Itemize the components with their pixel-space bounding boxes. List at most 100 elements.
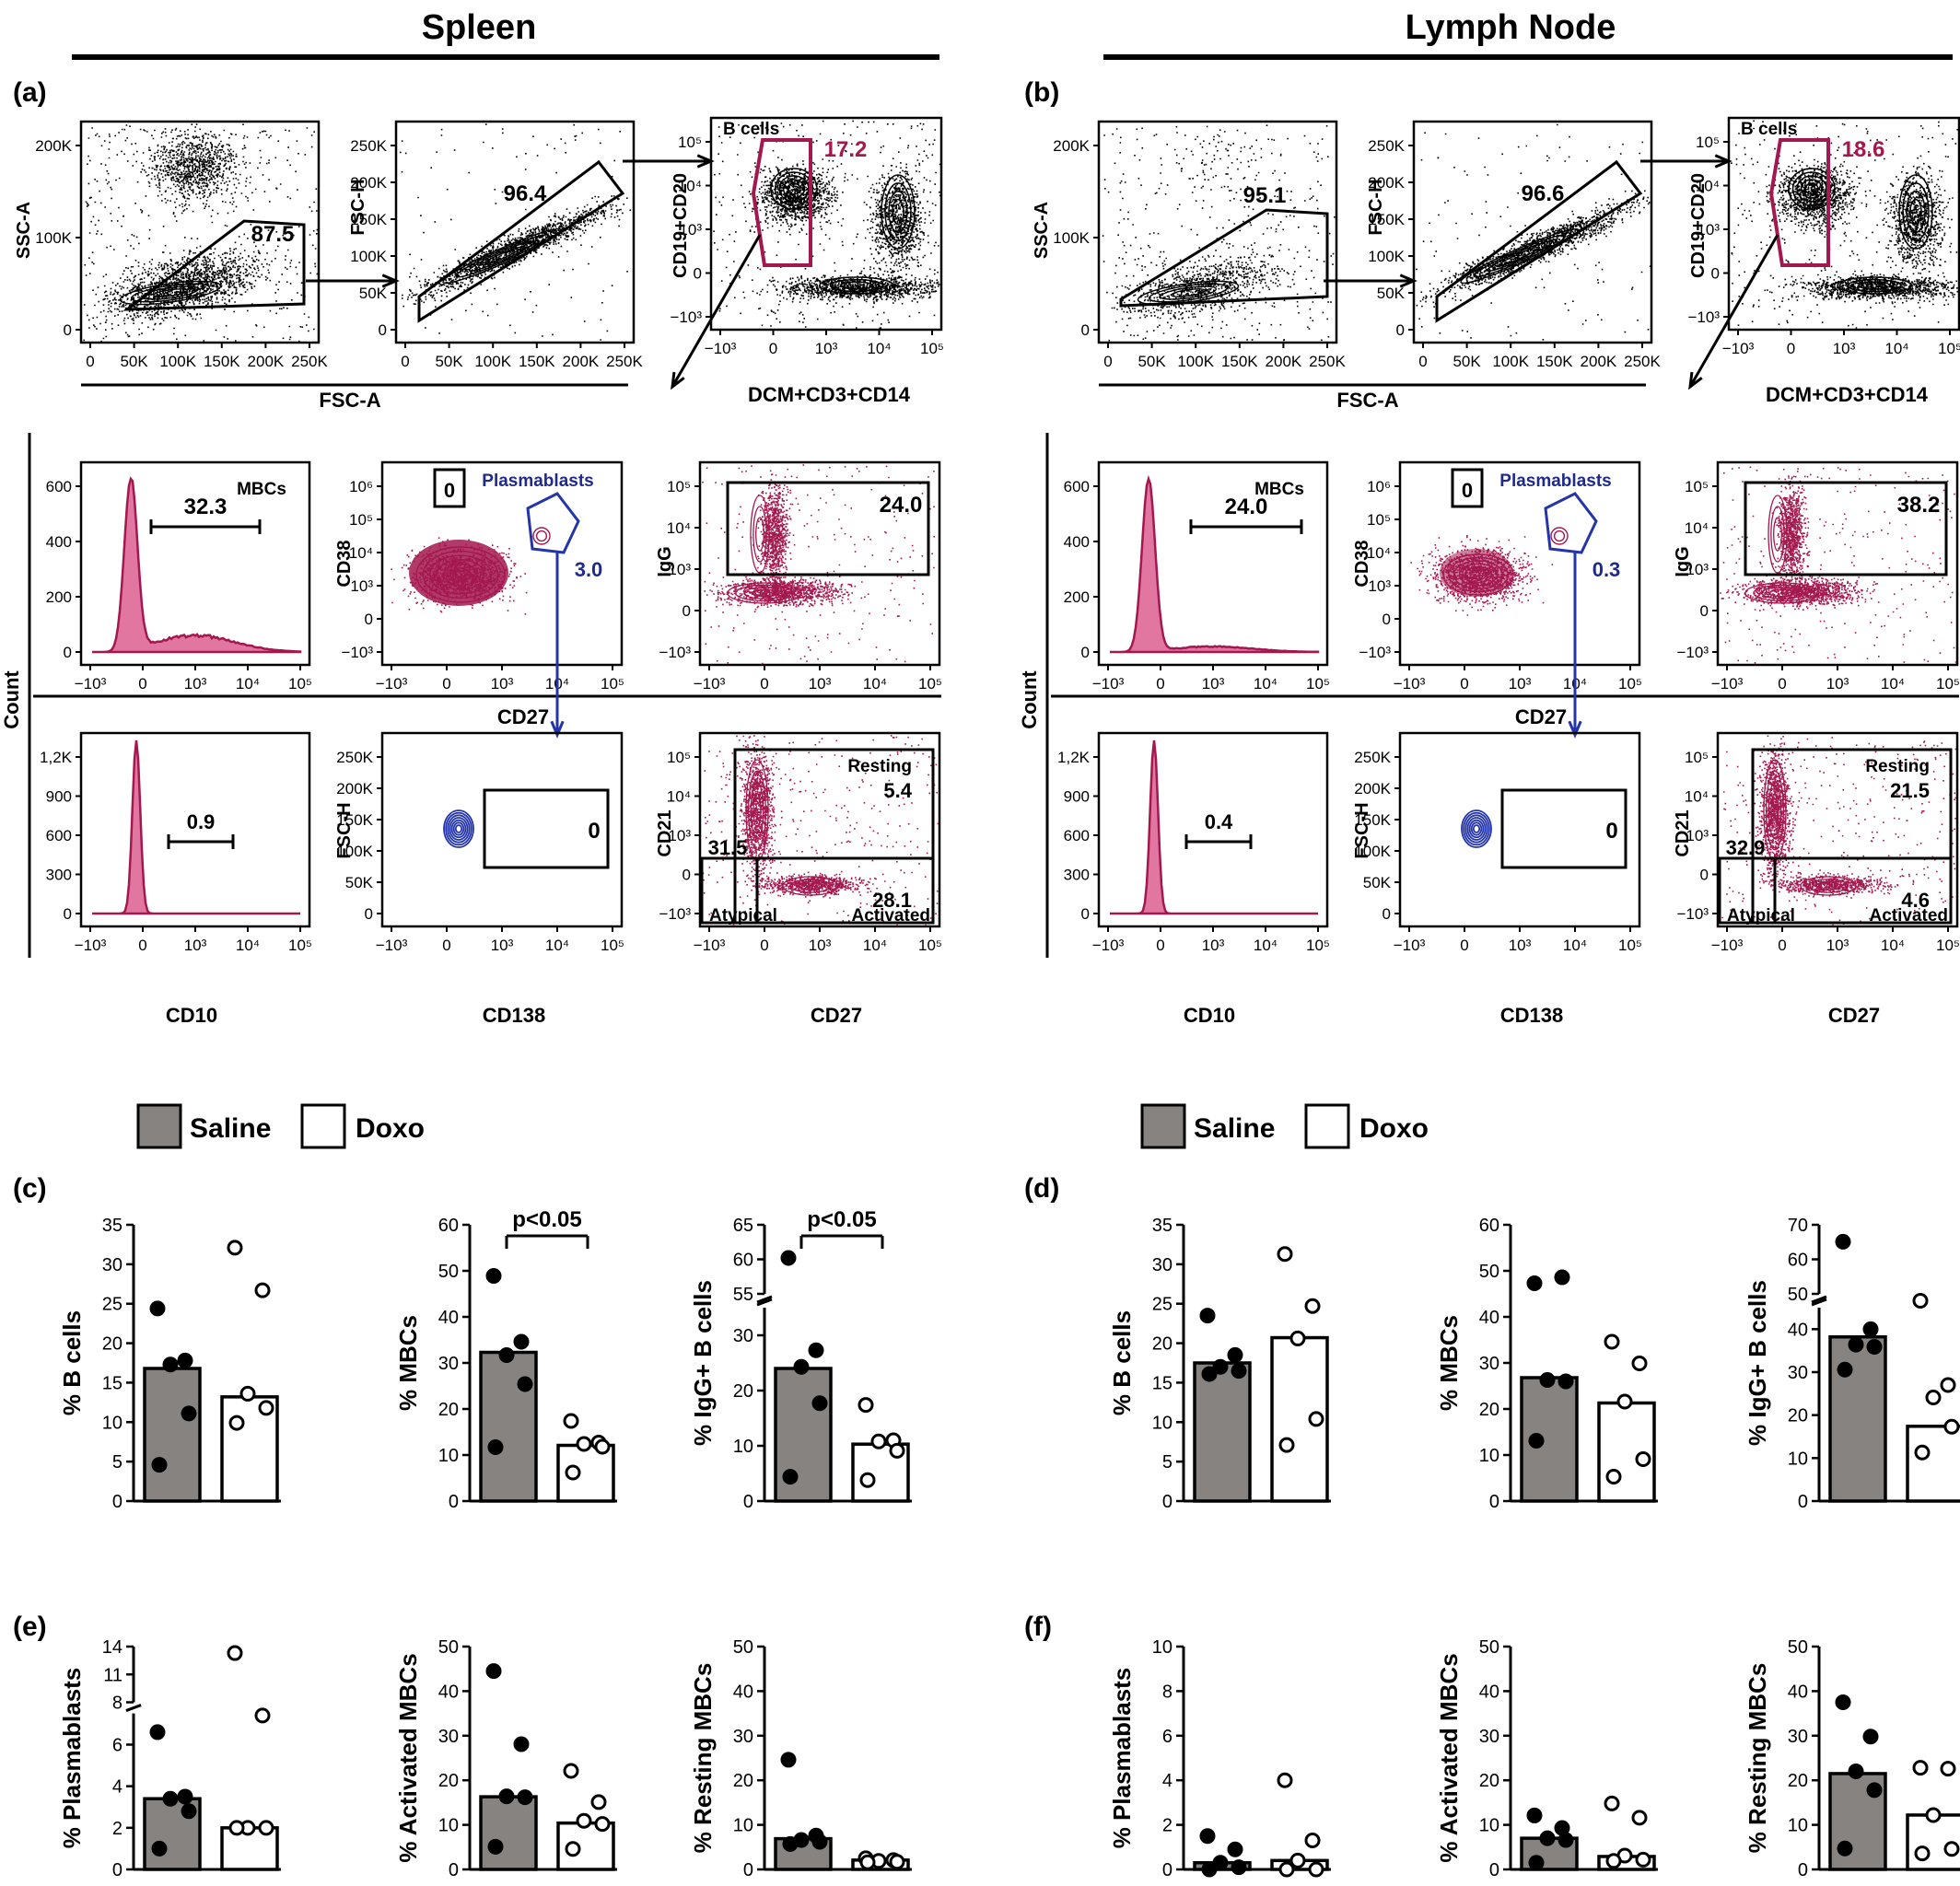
contour xyxy=(1452,560,1504,589)
x-tick-label: 10³ xyxy=(1826,937,1849,954)
y-tick-label: 600 xyxy=(46,478,72,495)
legend-label-saline: Saline xyxy=(1194,1113,1275,1144)
contour xyxy=(1761,587,1803,600)
data-point xyxy=(782,1835,799,1852)
data-point xyxy=(1605,1469,1622,1484)
histogram-area xyxy=(1110,739,1318,915)
y-tick-label: 6 xyxy=(112,1735,122,1755)
contour xyxy=(535,530,548,542)
legend: Saline Doxo xyxy=(136,1103,425,1149)
contour-lines xyxy=(1461,809,1492,848)
y-tick-label: 0 xyxy=(743,1860,753,1880)
data-point xyxy=(1848,1336,1864,1353)
y-tick-label: 30 xyxy=(733,1326,753,1346)
data-point xyxy=(228,1820,245,1836)
axis-label: CD27 xyxy=(1515,705,1567,728)
y-tick-label: 0 xyxy=(1711,265,1720,283)
contour xyxy=(1800,876,1857,896)
axis-break xyxy=(1811,1298,1827,1307)
bar-chart-11: 0 10 20 30 40 50 % Activated MBCs xyxy=(1435,1637,1658,1880)
y-tick-label: 0 xyxy=(365,905,373,923)
y-tick-label: 30 xyxy=(733,1727,753,1747)
data-point xyxy=(576,1436,592,1452)
y-tick-label: 65 xyxy=(733,1216,753,1236)
bar-saline xyxy=(1828,1334,1887,1503)
data-point xyxy=(1943,1841,1960,1857)
data-point xyxy=(870,1433,887,1449)
histogram-area xyxy=(92,476,302,654)
data-point xyxy=(1526,1807,1543,1823)
data-point xyxy=(151,1457,168,1473)
x-tick-label: 10⁴ xyxy=(863,675,887,693)
fsc-gate xyxy=(1119,208,1329,308)
y-tick-label: 0 xyxy=(1489,1860,1499,1880)
plot-border xyxy=(79,120,321,344)
panel-letter: (b) xyxy=(1024,77,1059,108)
y-tick-label: 200K xyxy=(1053,137,1090,155)
data-point xyxy=(1278,1861,1295,1878)
y-tick-label: 400 xyxy=(46,533,72,551)
gate-value: 96.4 xyxy=(504,181,547,206)
x-tick-label: 150K xyxy=(1536,353,1573,370)
x-tick-label: 50K xyxy=(1138,353,1166,370)
data-point xyxy=(1866,1338,1883,1355)
y-tick-label: 1,2K xyxy=(1057,749,1091,766)
y-tick-label: 0 xyxy=(1162,1492,1172,1512)
contour xyxy=(1460,227,1580,285)
y-tick-label: 20 xyxy=(438,1400,459,1420)
y-tick-label: 50 xyxy=(438,1637,459,1658)
y-tick-label: 900 xyxy=(1064,788,1090,806)
legend-swatch-saline xyxy=(1140,1103,1186,1149)
y-tick-label: 10⁴ xyxy=(1685,788,1709,806)
contour xyxy=(1466,817,1487,841)
axis-label: CD138 xyxy=(483,1004,545,1027)
y-axis-label: % B cells xyxy=(58,1310,86,1415)
axis-label: FSC-H xyxy=(334,802,355,858)
x-tick-label: 0 xyxy=(1156,675,1164,693)
y-tick-label: 10 xyxy=(1479,1816,1499,1836)
gate-value: 38.2 xyxy=(1897,493,1941,518)
axis-label: CD38 xyxy=(334,540,355,587)
y-tick-label: 15 xyxy=(102,1373,122,1393)
events xyxy=(1731,120,1958,329)
data-point xyxy=(1925,1390,1942,1406)
contour xyxy=(752,793,762,828)
contour xyxy=(1461,809,1492,848)
data-point xyxy=(149,1724,166,1740)
data-point xyxy=(517,1789,533,1806)
contour xyxy=(770,168,818,210)
data-point xyxy=(1539,1830,1556,1846)
plasmablast-plot: −10³010³10⁴10⁵−10³010³10⁴10⁵10⁶0Plasmabl… xyxy=(342,460,624,693)
contour xyxy=(735,584,794,602)
bar-doxo xyxy=(1906,1425,1960,1503)
events xyxy=(702,735,939,926)
data-point xyxy=(1631,1810,1648,1826)
y-tick-label: 10³ xyxy=(350,577,373,595)
gate-value: 21.5 xyxy=(1890,779,1930,802)
y-tick-label: 30 xyxy=(1152,1255,1172,1275)
y-tick-label: 50 xyxy=(733,1637,753,1658)
plot-border xyxy=(1398,731,1641,928)
gate-value: 0 xyxy=(588,819,600,844)
axis-label: CD19+CD20 xyxy=(1688,173,1709,278)
legend-swatch-doxo xyxy=(1304,1103,1350,1149)
y-axis-label: % MBCs xyxy=(1435,1315,1463,1411)
contour xyxy=(1796,175,1827,203)
contour xyxy=(481,246,523,266)
x-tick-label: −10³ xyxy=(1722,340,1755,357)
data-point xyxy=(487,1838,504,1855)
contour xyxy=(787,182,801,195)
data-point xyxy=(162,1356,179,1373)
data-point xyxy=(1866,1782,1883,1799)
legend-label-saline: Saline xyxy=(190,1113,271,1144)
y-tick-label: 30 xyxy=(1479,1354,1499,1374)
axis-label: CD27 xyxy=(811,1004,862,1027)
singlets-plot: 0 50K 100K 150K 200K 250K 0 50K 100K 150K 200K 250K… xyxy=(1368,120,1662,370)
gate-name: B cells xyxy=(1741,120,1797,139)
data-point xyxy=(565,1841,581,1857)
data-point xyxy=(1940,1377,1956,1393)
y-tick-label: 60 xyxy=(438,1216,459,1236)
